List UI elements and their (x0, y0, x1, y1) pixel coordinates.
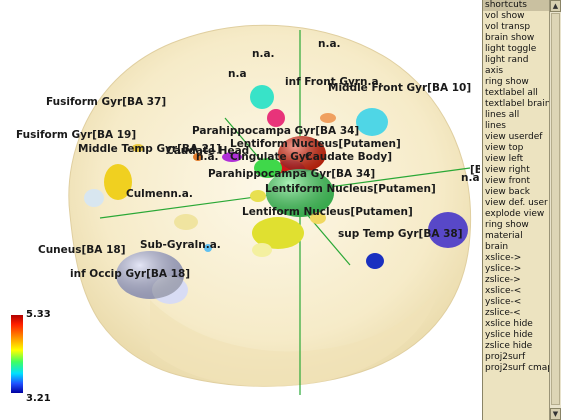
menu-item-material[interactable]: material (485, 231, 523, 241)
label-fusiform-37: Fusiform Gyr[BA 37] (46, 96, 167, 108)
label-sup-temp-gyr: sup Temp Gyr[BA 38] (338, 228, 463, 240)
menu-item-xslice[interactable]: xslice-> (485, 253, 522, 263)
brain-lower-lobe (150, 285, 440, 387)
label-clipped-ba: [B (470, 164, 480, 176)
label-fusiform-19: Fusiform Gyr[BA 19] (16, 129, 137, 141)
scrollbar-thumb[interactable] (551, 13, 560, 405)
3d-brain-viewport[interactable]: n.a. n.a. inf Front Gyrn.a. Middle Front… (0, 0, 480, 420)
menu-item-light-toggle[interactable]: light toggle (485, 44, 537, 54)
label-middle-temp-gyr: Middle Temp Gyr[BA 21] (78, 143, 222, 155)
label-lentiform-3: Lentiform Nucleus[Putamen] (242, 206, 413, 218)
menu-item-light-rand[interactable]: light rand (485, 55, 529, 65)
menu-item-view-def-user[interactable]: view def. user (485, 198, 548, 208)
command-list[interactable]: shortcuts vol show vol transp brain show lig… (483, 0, 550, 420)
menu-item-yslice[interactable]: yslice-> (485, 264, 522, 274)
label-parahippocampa-2: Parahippocampa Gyr[BA 34] (208, 168, 376, 180)
label-na-1: n.a. (318, 38, 341, 50)
menu-item-view-userdef[interactable]: view userdef (485, 132, 543, 142)
label-na-4: n.a. (196, 151, 219, 163)
menu-item-view-left[interactable]: view left (485, 154, 524, 164)
label-parahippocampa-1: Parahippocampa Gyr[BA 34] (192, 125, 360, 137)
menu-item-brain-show[interactable]: brain show (485, 33, 535, 43)
menu-item-ring-show[interactable]: ring show (485, 220, 529, 230)
label-culmen: Culmenn.a. (126, 188, 193, 200)
menu-item-xslice[interactable]: xslice-< (485, 286, 522, 296)
menu-item-brain[interactable]: brain (485, 242, 509, 252)
menu-item-textlabel-all[interactable]: textlabel all (485, 88, 538, 98)
menu-item-ring-show[interactable]: ring show (485, 77, 529, 87)
menu-item-view-back[interactable]: view back (485, 187, 530, 197)
label-cingulate-gyr: Cingulate Gyr (230, 151, 311, 163)
colorbar-max-label: 5.33 (26, 309, 51, 320)
menu-item-lines-all[interactable]: lines all (485, 110, 520, 120)
menu-item-yslice[interactable]: yslice-< (485, 297, 522, 307)
arrow-up-icon[interactable]: ▲ (550, 0, 561, 12)
menu-item-yslice-hide[interactable]: yslice hide (485, 330, 533, 340)
menu-item-lines[interactable]: lines (485, 121, 506, 131)
label-cuneus: Cuneus[BA 18] (38, 244, 126, 256)
menu-item-view-front[interactable]: view front (485, 176, 530, 186)
activation-blobs (84, 85, 468, 304)
label-sub-gyral: Sub-Gyraln.a. (140, 239, 221, 251)
menu-item-zslice-hide[interactable]: zslice hide (485, 341, 533, 351)
label-na-5: n.a (461, 172, 480, 184)
label-na-2: n.a. (252, 48, 275, 60)
menu-item-zslice[interactable]: zslice-> (485, 275, 521, 285)
label-caudate-body: Caudate Body] (305, 151, 393, 163)
arrow-down-icon[interactable]: ▼ (550, 408, 561, 420)
menu-item-textlabel-brain[interactable]: textlabel brain (485, 99, 550, 109)
brain-scene[interactable] (0, 0, 480, 420)
label-lentiform-1: Lentiform Nucleus[Putamen] (230, 138, 401, 150)
menu-item-view-right[interactable]: view right (485, 165, 530, 175)
label-middle-front-gyr: Middle Front Gyr[BA 10] (328, 82, 472, 94)
label-caudate-head: Caudate Head (166, 145, 250, 157)
menu-item-vol-transp[interactable]: vol transp (485, 22, 531, 32)
menu-item-xslice-hide[interactable]: xslice hide (485, 319, 533, 329)
colorbar-min-label: 3.21 (26, 393, 51, 404)
menu-item-proj2surf[interactable]: proj2surf (485, 352, 526, 362)
command-list-scrollbar[interactable]: ▲ ▼ (549, 0, 561, 420)
menu-item-shortcuts[interactable]: shortcuts (483, 0, 550, 11)
label-inf-front-gyr: inf Front Gyrn.a. (285, 76, 383, 88)
menu-item-proj2surf-cmap[interactable]: proj2surf cmap (485, 363, 550, 373)
colorbar (11, 315, 23, 393)
menu-item-explode-view[interactable]: explode view (485, 209, 545, 219)
menu-item-zslice[interactable]: zslice-< (485, 308, 521, 318)
label-lentiform-2: Lentiform Nucleus[Putamen] (265, 183, 436, 195)
menu-item-vol-show[interactable]: vol show (485, 11, 525, 21)
label-na-3: n.a (228, 68, 247, 80)
label-inf-occip-gyr: inf Occip Gyr[BA 18] (70, 268, 191, 280)
command-panel: shortcuts vol show vol transp brain show lig… (482, 0, 561, 420)
menu-item-view-top[interactable]: view top (485, 143, 524, 153)
menu-item-axis[interactable]: axis (485, 66, 504, 76)
